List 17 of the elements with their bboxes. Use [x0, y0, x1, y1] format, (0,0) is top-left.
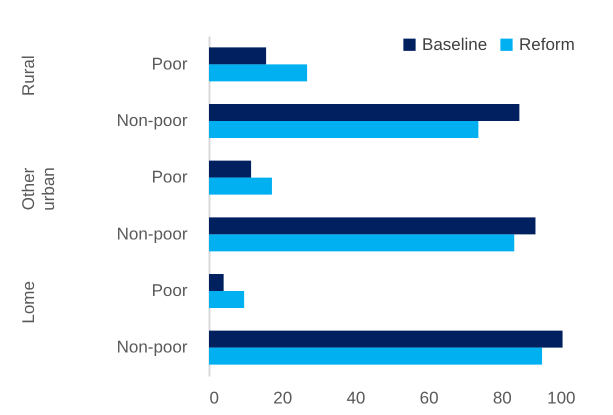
text: Lome	[19, 281, 38, 324]
text: Other urban	[19, 167, 58, 211]
legend-label: Baseline	[422, 34, 488, 54]
x-tick-label: 100	[547, 388, 576, 408]
x-tick-label: 0	[210, 388, 219, 408]
x-tick-label: 20	[273, 388, 292, 408]
legend-label: Reform	[519, 34, 575, 54]
x-tick-label: 80	[492, 388, 512, 408]
y-tick-label: Non-poor	[116, 224, 188, 244]
y-tick-label: Non-poor	[116, 338, 188, 357]
y-tick-label: Poor	[152, 281, 188, 300]
x-tick-label: 40	[346, 388, 366, 408]
y-tick-label: Poor	[152, 168, 188, 187]
y-tick-label: Poor	[152, 54, 188, 74]
text: Rural	[19, 55, 38, 96]
x-tick-label: 60	[420, 388, 439, 408]
y-tick-label: Non-poor	[116, 111, 188, 130]
